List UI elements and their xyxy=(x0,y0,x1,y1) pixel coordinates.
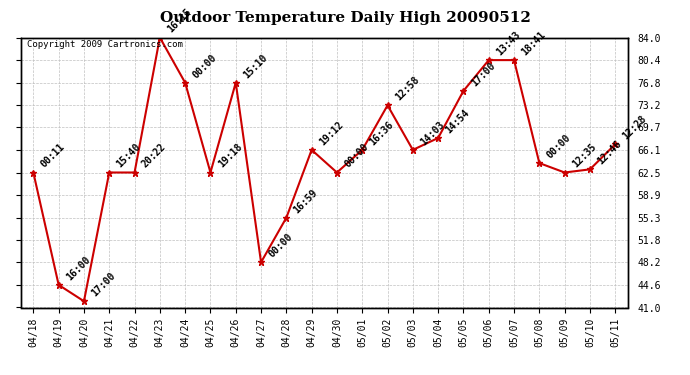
Text: 16:00: 16:00 xyxy=(64,254,92,282)
Text: 14:54: 14:54 xyxy=(444,107,471,135)
Text: 14:03: 14:03 xyxy=(418,119,446,147)
Text: 16:15: 16:15 xyxy=(166,7,193,35)
Text: 17:00: 17:00 xyxy=(469,60,497,88)
Text: 19:12: 19:12 xyxy=(317,119,345,147)
Text: Copyright 2009 Cartronics.com: Copyright 2009 Cartronics.com xyxy=(27,40,183,49)
Text: 12:35: 12:35 xyxy=(570,142,598,170)
Text: 00:00: 00:00 xyxy=(266,232,295,260)
Text: 12:28: 12:28 xyxy=(621,114,649,141)
Text: 00:11: 00:11 xyxy=(39,142,67,170)
Text: 16:59: 16:59 xyxy=(292,187,319,215)
Text: 20:22: 20:22 xyxy=(140,142,168,170)
Text: 12:46: 12:46 xyxy=(595,139,623,166)
Text: 18:41: 18:41 xyxy=(520,30,547,57)
Text: 16:36: 16:36 xyxy=(368,119,395,147)
Text: 00:00: 00:00 xyxy=(190,52,219,80)
Text: 15:40: 15:40 xyxy=(115,142,143,170)
Text: Outdoor Temperature Daily High 20090512: Outdoor Temperature Daily High 20090512 xyxy=(159,11,531,25)
Text: 00:00: 00:00 xyxy=(545,132,573,160)
Text: 12:58: 12:58 xyxy=(393,75,421,102)
Text: 00:00: 00:00 xyxy=(342,142,371,170)
Text: 15:10: 15:10 xyxy=(241,52,269,80)
Text: 19:18: 19:18 xyxy=(216,142,244,170)
Text: 17:00: 17:00 xyxy=(90,271,117,298)
Text: 13:43: 13:43 xyxy=(494,30,522,57)
